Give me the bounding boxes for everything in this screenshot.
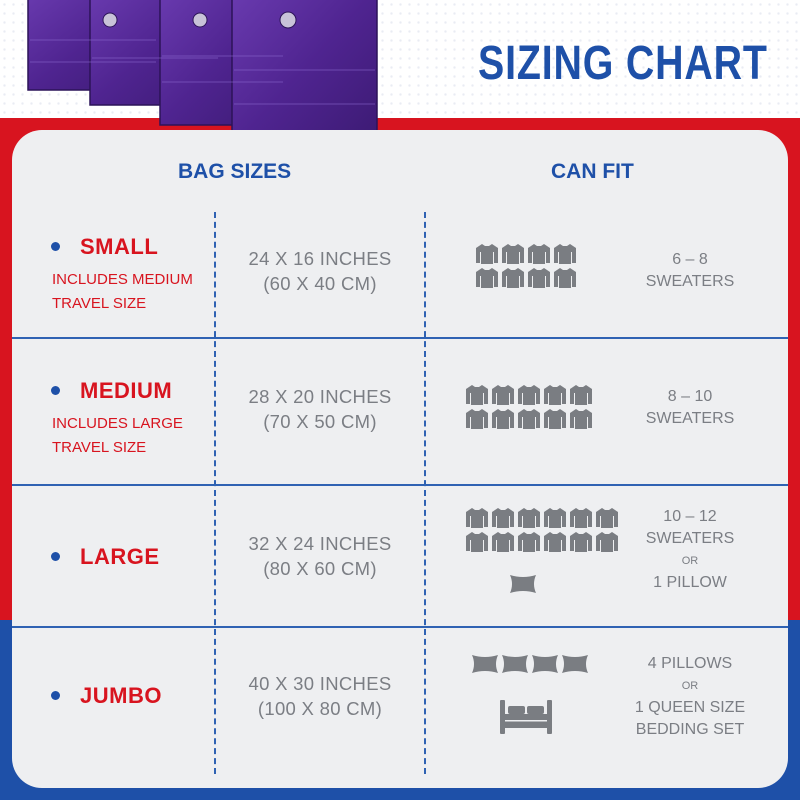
bag-dimensions: 28 X 20 INCHES (70 X 50 CM)	[248, 386, 392, 432]
sweater-icon	[466, 385, 488, 405]
bullet-icon	[51, 386, 60, 395]
sweater-icon	[596, 532, 618, 552]
sweater-icon	[528, 244, 550, 264]
size-name: JUMBO	[80, 683, 162, 708]
sweater-icon	[476, 268, 498, 288]
sweater-icon	[492, 532, 514, 552]
bag-dimensions: 40 X 30 INCHES (100 X 80 CM)	[248, 673, 392, 719]
sweater-icon	[502, 244, 524, 264]
vacuum-bags-image	[27, 0, 378, 151]
bag-dimensions: 32 X 24 INCHES (80 X 60 CM)	[248, 533, 392, 579]
bed-icon-group	[500, 700, 552, 739]
pillow-icon	[502, 655, 528, 673]
page-title: SIZING CHART	[478, 37, 768, 90]
sweater-icon	[528, 268, 550, 288]
sweater-icon	[466, 508, 488, 528]
fit-capacity: 10 – 12 SWEATERS OR 1 PILLOW	[645, 508, 735, 591]
size-name: SMALL	[80, 234, 159, 259]
column-divider	[424, 212, 426, 774]
fit-capacity: 6 – 8 SWEATERS	[645, 251, 735, 290]
sweater-icon-group	[466, 508, 618, 557]
size-note: INCLUDES MEDIUM TRAVEL SIZE	[52, 271, 193, 312]
sweater-icon	[544, 508, 566, 528]
bullet-icon	[51, 552, 60, 561]
size-name: LARGE	[80, 544, 160, 569]
pillow-icon	[562, 655, 588, 673]
pillow-icons	[472, 655, 588, 673]
pillow-icon	[532, 655, 558, 673]
pillow-icons	[510, 575, 536, 593]
row-divider	[12, 626, 788, 628]
row-divider	[12, 337, 788, 339]
fit-capacity: 4 PILLOWS OR 1 QUEEN SIZE BEDDING SET	[634, 655, 746, 738]
sweater-icon	[502, 268, 524, 288]
sweater-icons	[476, 244, 576, 288]
header-can-fit: CAN FIT	[551, 160, 634, 183]
sweater-icon	[554, 268, 576, 288]
size-name: MEDIUM	[80, 378, 173, 403]
sweater-icon	[492, 508, 514, 528]
sweater-icons	[466, 508, 618, 552]
bullet-icon	[51, 242, 60, 251]
sweater-icon	[466, 532, 488, 552]
sweater-icon	[570, 532, 592, 552]
bed-icon	[500, 700, 552, 734]
fit-capacity: 8 – 10 SWEATERS	[645, 388, 735, 427]
sweater-icon-group	[466, 385, 592, 434]
sweater-icon	[596, 508, 618, 528]
column-divider	[214, 212, 216, 774]
sizing-card	[12, 130, 788, 788]
sweater-icon	[544, 532, 566, 552]
row-divider	[12, 484, 788, 486]
bullet-icon	[51, 691, 60, 700]
sweater-icon	[544, 385, 566, 405]
sweater-icon	[518, 532, 540, 552]
pillow-icon	[510, 575, 536, 593]
bed-icons	[500, 700, 552, 734]
sweater-icon	[518, 409, 540, 429]
sweater-icon	[570, 385, 592, 405]
pillow-icon	[472, 655, 498, 673]
size-note: INCLUDES LARGE TRAVEL SIZE	[52, 415, 183, 456]
sweater-icon	[476, 244, 498, 264]
pillow-icon-group	[510, 574, 536, 599]
sweater-icon	[492, 385, 514, 405]
sweater-icon	[554, 244, 576, 264]
sweater-icon	[570, 409, 592, 429]
pillow-icon-group	[472, 654, 588, 679]
sweater-icon	[518, 508, 540, 528]
sweater-icon	[466, 409, 488, 429]
sweater-icon	[492, 409, 514, 429]
sweater-icon-group	[476, 244, 576, 293]
sweater-icon	[518, 385, 540, 405]
sweater-icons	[466, 385, 592, 429]
sweater-icon	[570, 508, 592, 528]
bag-dimensions: 24 X 16 INCHES (60 X 40 CM)	[248, 248, 392, 294]
header-bag-sizes: BAG SIZES	[178, 160, 292, 183]
sweater-icon	[544, 409, 566, 429]
